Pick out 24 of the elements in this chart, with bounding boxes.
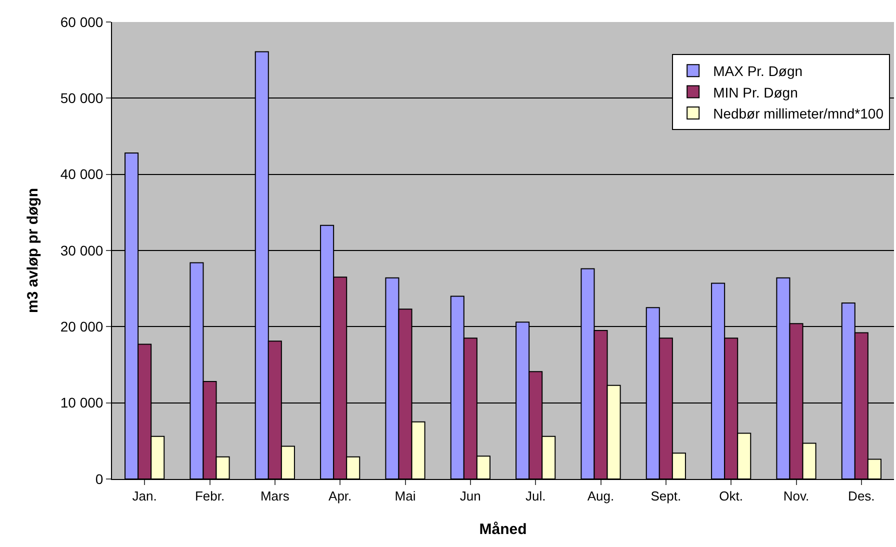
y-tick-label: 40 000 [60, 166, 104, 182]
x-tick-label: Mai [394, 488, 416, 504]
x-tick-label: Jul. [525, 488, 546, 504]
legend-label: MAX Pr. Døgn [713, 63, 803, 80]
y-tick-label: 20 000 [60, 318, 104, 335]
y-tick-label: 60 000 [60, 14, 104, 30]
x-tick-label: Aug. [587, 488, 614, 504]
x-tick-label: Des. [848, 488, 875, 504]
y-tick-label: 30 000 [60, 242, 104, 258]
y-axis-title: m3 avløp pr døgn [24, 188, 42, 314]
x-tick-label: Nov. [783, 488, 810, 504]
x-tick-label: Jan. [132, 488, 157, 504]
x-axis-title: Måned [479, 521, 527, 538]
y-tick-label: 50 000 [60, 90, 104, 106]
legend-label: MIN Pr. Døgn [713, 84, 798, 100]
x-tick-label: Jun [460, 488, 481, 504]
x-tick-label: Apr. [328, 488, 352, 504]
legend-label: Nedbør millimeter/mnd*100 [713, 105, 884, 122]
y-tick-label: 10 000 [60, 394, 104, 411]
x-tick-label: Okt. [719, 488, 743, 504]
x-tick-label: Sept. [650, 488, 682, 504]
x-tick-label: Mars [260, 488, 290, 504]
x-tick-label: Febr. [194, 488, 225, 504]
y-tick-label: 0 [95, 470, 104, 487]
